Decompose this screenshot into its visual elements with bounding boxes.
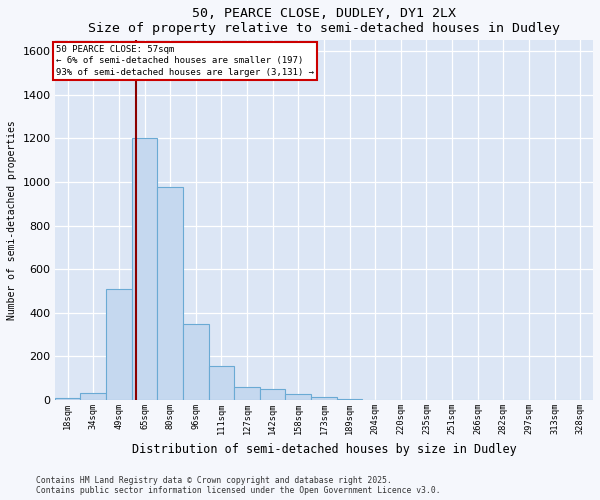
Bar bbox=[337, 399, 362, 400]
Bar bbox=[157, 188, 183, 400]
Bar bbox=[80, 393, 106, 400]
Bar bbox=[183, 324, 209, 400]
Bar bbox=[209, 366, 234, 400]
X-axis label: Distribution of semi-detached houses by size in Dudley: Distribution of semi-detached houses by … bbox=[131, 442, 516, 456]
Text: 50 PEARCE CLOSE: 57sqm
← 6% of semi-detached houses are smaller (197)
93% of sem: 50 PEARCE CLOSE: 57sqm ← 6% of semi-deta… bbox=[56, 44, 314, 77]
Y-axis label: Number of semi-detached properties: Number of semi-detached properties bbox=[7, 120, 17, 320]
Bar bbox=[286, 394, 311, 400]
Bar bbox=[131, 138, 157, 400]
Bar bbox=[55, 398, 80, 400]
Text: Contains HM Land Registry data © Crown copyright and database right 2025.
Contai: Contains HM Land Registry data © Crown c… bbox=[36, 476, 440, 495]
Bar bbox=[106, 289, 131, 400]
Bar bbox=[311, 398, 337, 400]
Title: 50, PEARCE CLOSE, DUDLEY, DY1 2LX
Size of property relative to semi-detached hou: 50, PEARCE CLOSE, DUDLEY, DY1 2LX Size o… bbox=[88, 7, 560, 35]
Bar bbox=[260, 389, 286, 400]
Bar bbox=[234, 387, 260, 400]
